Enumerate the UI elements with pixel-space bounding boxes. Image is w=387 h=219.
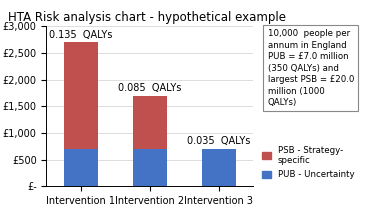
Bar — [133, 149, 167, 186]
Bar — [133, 95, 167, 149]
Bar — [64, 42, 98, 149]
Text: 0.035  QALYs: 0.035 QALYs — [187, 136, 250, 146]
Legend: PSB - Strategy-
specific, PUB - Uncertainty: PSB - Strategy- specific, PUB - Uncertai… — [260, 143, 357, 182]
Bar — [202, 149, 236, 186]
Text: HTA Risk analysis chart - hypothetical example: HTA Risk analysis chart - hypothetical e… — [8, 11, 286, 24]
Text: 0.135  QALYs: 0.135 QALYs — [49, 30, 113, 40]
Text: 0.085  QALYs: 0.085 QALYs — [118, 83, 182, 93]
Text: 10,000  people per
annum in England
PUB = £7.0 million
(350 QALYs) and
largest P: 10,000 people per annum in England PUB =… — [267, 30, 354, 107]
Bar — [64, 149, 98, 186]
